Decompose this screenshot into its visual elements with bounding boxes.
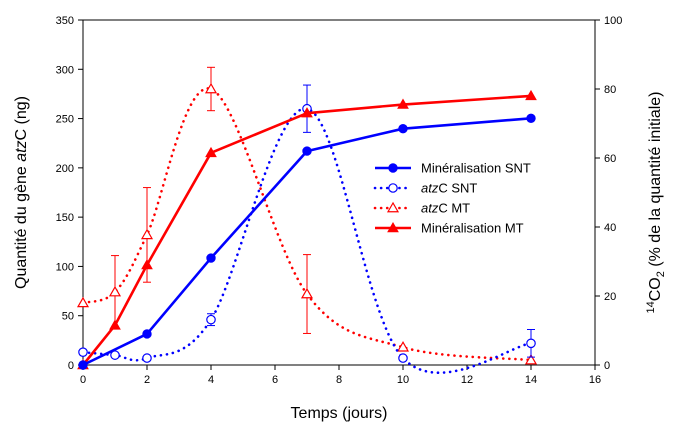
data-point: [398, 353, 408, 363]
y-axis-left-title-italic: atz: [13, 140, 30, 161]
legend-label: atzC SNT: [421, 181, 477, 196]
data-point: [140, 228, 154, 240]
data-point: [525, 89, 537, 101]
y-right-tick-label: 80: [604, 84, 616, 96]
data-point: [142, 353, 152, 363]
data-point: [396, 341, 410, 352]
y-axis-right-title-main: CO: [647, 277, 664, 301]
data-point: [398, 123, 408, 134]
x-tick-label: 14: [525, 374, 537, 386]
legend-label-text: Minéralisation SNT: [421, 161, 531, 176]
legend-swatch-marker: [388, 183, 398, 193]
series-2: [76, 66, 538, 365]
data-point: [78, 347, 88, 357]
legend-item: Minéralisation SNT: [375, 161, 531, 176]
x-tick-label: 2: [144, 374, 150, 386]
x-tick-label: 10: [397, 374, 409, 386]
legend-label-text: C SNT: [438, 181, 477, 196]
data-point: [142, 329, 152, 339]
series-0: [78, 113, 536, 370]
data-point: [206, 253, 216, 263]
y-axis-left-title-pre: Quantité du gène: [13, 162, 30, 289]
y-right-tick-label: 40: [604, 222, 616, 234]
legend-swatch-marker: [387, 221, 399, 233]
plot-frame: [82, 19, 596, 366]
x-axis-title: Temps (jours): [291, 405, 388, 422]
y-left-tick-label: 350: [56, 15, 74, 27]
y-left-tick-label: 150: [56, 212, 74, 224]
y-right-tick-label: 20: [604, 291, 616, 303]
y-axis-right-title-sup: 14: [645, 301, 657, 313]
y-left-tick-label: 200: [56, 163, 74, 175]
y-right-tick-label: 100: [604, 15, 622, 27]
legend-swatch-marker: [388, 163, 398, 173]
data-point: [110, 350, 120, 360]
data-point: [526, 113, 536, 124]
legend-label: Minéralisation MT: [421, 221, 524, 236]
data-point: [524, 353, 538, 365]
y-right-tick-label: 0: [604, 360, 610, 372]
y-left-tick-label: 300: [56, 64, 74, 76]
x-tick-label: 0: [80, 374, 86, 386]
x-tick-label: 6: [272, 374, 278, 386]
y-right-tick-label: 60: [604, 153, 616, 165]
data-point: [397, 98, 409, 109]
data-point: [108, 285, 122, 297]
y-left-tick-label: 250: [56, 114, 74, 126]
y-left-tick-label: 0: [68, 360, 74, 372]
legend-label-italic: atz: [421, 181, 439, 196]
data-point: [526, 338, 536, 349]
legend-item: atzC MT: [373, 201, 470, 216]
y-axis-left: 0 50 100 150 200 250 300 350: [56, 15, 83, 372]
legend-label: atzC MT: [421, 201, 470, 216]
y-axis-right: 0 20 40 60 80 100: [595, 15, 622, 372]
y-axis-left-title-post: C (ng): [13, 96, 30, 140]
series-line: [81, 87, 533, 362]
data-point: [301, 107, 313, 118]
y-axis-left-title: Quantité du gène atzC (ng): [13, 96, 30, 289]
data-point: [78, 360, 88, 370]
data-point: [204, 82, 218, 94]
legend-label: Minéralisation SNT: [421, 161, 531, 176]
y-axis-right-title-post: (% de la quantité initiale): [647, 91, 664, 271]
series-layer: [76, 66, 538, 374]
x-axis: 0 2 4 6 8 10 12 14 16: [80, 365, 601, 386]
data-point: [109, 319, 121, 330]
y-axis-right-title-sub: 2: [655, 271, 667, 277]
legend-swatch-marker: [386, 201, 400, 213]
legend-label-text: C MT: [438, 201, 470, 216]
data-point: [205, 146, 217, 158]
plot-border: [82, 19, 596, 366]
x-tick-label: 8: [336, 374, 342, 386]
legend-label-text: Minéralisation MT: [421, 221, 524, 236]
series-line: [82, 117, 532, 367]
legend-item: Minéralisation MT: [375, 221, 524, 236]
legend-label-italic: atz: [421, 201, 439, 216]
y-left-tick-label: 100: [56, 261, 74, 273]
y-axis-right-title: 14CO2 (% de la quantité initiale): [645, 91, 667, 313]
data-point: [141, 258, 153, 270]
y-left-tick-label: 50: [62, 311, 74, 323]
series-3: [77, 89, 537, 370]
data-point: [206, 314, 216, 325]
x-tick-label: 16: [589, 374, 601, 386]
x-tick-label: 12: [461, 374, 473, 386]
data-point: [300, 287, 314, 299]
data-point: [302, 146, 312, 156]
x-tick-label: 4: [208, 374, 214, 386]
data-point: [76, 296, 90, 308]
series-1: [78, 84, 536, 374]
legend-item: atzC SNT: [373, 181, 477, 196]
